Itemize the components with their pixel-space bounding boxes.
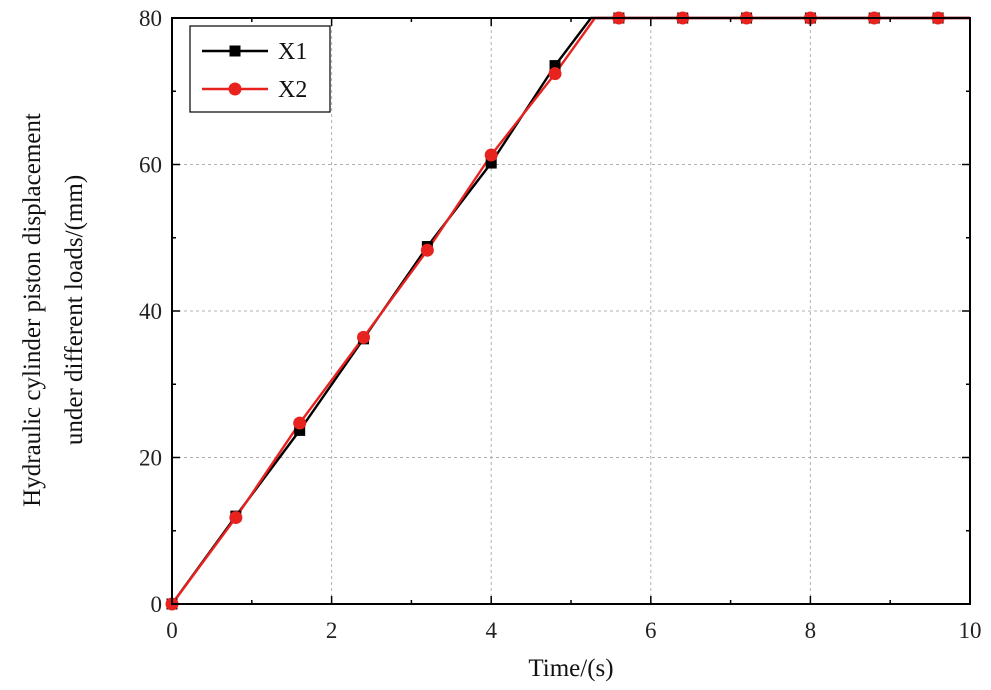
x-tick-label: 4 bbox=[485, 618, 497, 643]
y-axis-title-line2: under different loads/(mm) bbox=[61, 175, 88, 445]
x-axis-title: Time/(s) bbox=[528, 655, 613, 682]
x-tick-label: 10 bbox=[959, 618, 982, 643]
y-tick-label: 40 bbox=[139, 299, 162, 324]
legend-label-x1: X1 bbox=[278, 39, 307, 65]
x2-marker bbox=[484, 148, 498, 162]
x2-marker bbox=[548, 67, 562, 81]
x2-marker bbox=[357, 330, 371, 344]
x2-marker-legend bbox=[228, 82, 242, 96]
y-tick-label: 80 bbox=[139, 6, 162, 31]
x-tick-label: 2 bbox=[326, 618, 338, 643]
y-tick-label: 0 bbox=[151, 592, 163, 617]
x2-marker bbox=[229, 511, 243, 525]
y-tick-label: 20 bbox=[139, 446, 162, 471]
y-axis-title-line1: Hydraulic cylinder piston displacement bbox=[19, 113, 46, 507]
axis-ticks: 0 2 4 6 8 10 0 20 40 60 80 bbox=[139, 6, 982, 643]
x1-marker bbox=[294, 424, 306, 436]
x1-marker bbox=[485, 157, 497, 169]
x2-marker bbox=[420, 243, 434, 257]
y-tick-label: 60 bbox=[139, 153, 162, 178]
x-tick-label: 6 bbox=[645, 618, 657, 643]
x-tick-label: 0 bbox=[166, 618, 178, 643]
x-tick-label: 8 bbox=[805, 618, 817, 643]
series-x2-markers bbox=[165, 11, 945, 611]
legend-box bbox=[189, 25, 331, 113]
x2-marker bbox=[293, 416, 307, 430]
x1-marker bbox=[549, 60, 561, 72]
legend-label-x2: X2 bbox=[278, 77, 307, 103]
x1-marker-legend bbox=[229, 45, 241, 57]
grid-lines bbox=[172, 18, 970, 604]
